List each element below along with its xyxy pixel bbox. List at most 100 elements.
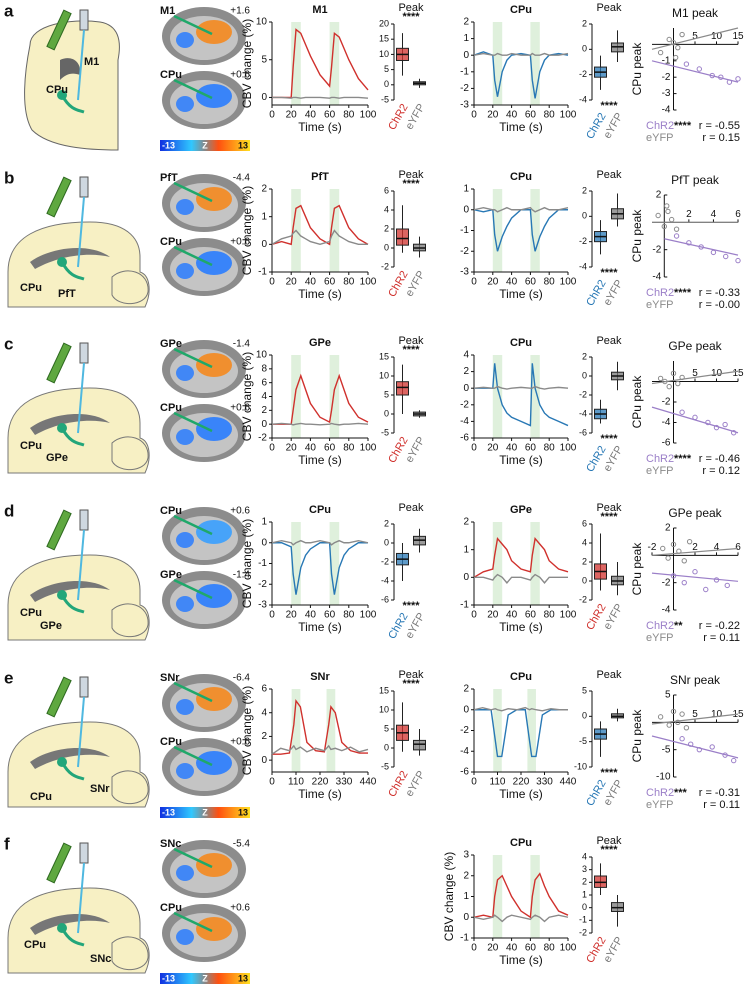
- y-tick-label: -5: [381, 761, 389, 771]
- stimulus-window: [492, 355, 503, 438]
- colorbar-low: -13: [162, 140, 175, 150]
- point: [657, 714, 664, 720]
- fit-line: [651, 60, 739, 83]
- point: [731, 757, 737, 764]
- coordinate: +0.6: [230, 903, 250, 914]
- point: [681, 558, 687, 564]
- region-label: SNc: [160, 838, 181, 850]
- x-tick-label: 0: [471, 777, 477, 788]
- y-tick-label: -1: [662, 55, 671, 66]
- y-tick-label: 1: [463, 184, 469, 195]
- activation: [176, 365, 194, 381]
- y-tick-label: -2: [381, 261, 389, 271]
- chart-title: GPe: [510, 504, 532, 516]
- axes: [271, 522, 368, 606]
- y-tick-label: 5: [665, 690, 671, 701]
- y-tick-label: -5: [381, 94, 389, 104]
- projection: [60, 94, 85, 114]
- region-label: GPe: [160, 569, 182, 581]
- region-label: CPu: [46, 84, 68, 96]
- point: [661, 223, 667, 230]
- x-tick-label: 0: [471, 443, 477, 454]
- y-tick-label: 2: [261, 405, 267, 416]
- y-tick-label: 3: [582, 864, 587, 874]
- syringe: [46, 176, 72, 218]
- y-tick-label: 0: [463, 204, 469, 215]
- significance: ****: [402, 11, 420, 23]
- significance: ****: [600, 267, 618, 279]
- activation: [196, 751, 232, 775]
- x-tick-label: 0: [269, 443, 275, 454]
- region-label: CPu: [20, 440, 42, 452]
- x-tick-label: 80: [343, 110, 355, 121]
- trace: [272, 28, 369, 99]
- ventricle: [30, 413, 110, 435]
- colorbar-mid: Z: [202, 140, 208, 150]
- y-tick-label: 10: [256, 17, 268, 28]
- trace: [271, 422, 369, 426]
- y-tick-label: 5: [261, 54, 267, 65]
- y-tick-label: 1: [463, 544, 469, 555]
- x-tick-label: 60: [324, 110, 336, 121]
- axes: [473, 522, 568, 606]
- legend-name: ChR2: [646, 620, 674, 632]
- x-tick-label: 6: [735, 209, 741, 220]
- activation: [176, 429, 194, 445]
- correlation: r = 0.11: [703, 632, 740, 644]
- chart-title: GPe: [309, 337, 331, 349]
- region-label: GPe: [40, 620, 62, 632]
- x-tick-label: 40: [305, 443, 317, 454]
- colorbar: [160, 807, 250, 818]
- optic-fiber: [77, 696, 85, 768]
- x-tick-label: 100: [560, 443, 577, 454]
- legend-name: ChR2: [646, 120, 674, 132]
- x-tick-label: 220: [312, 777, 329, 788]
- region-label: CPu: [24, 939, 46, 951]
- axes: [473, 22, 568, 106]
- coordinate: +0.6: [230, 70, 250, 81]
- x-tick-label: 80: [544, 110, 556, 121]
- point: [681, 579, 687, 586]
- fiber-holder: [79, 9, 89, 31]
- correlation: r = -0.33: [699, 287, 740, 299]
- x-tick-label: 40: [506, 110, 518, 121]
- x-tick-label: 100: [360, 610, 377, 621]
- stimulus-window: [527, 689, 536, 772]
- x-tick-label: 40: [506, 443, 518, 454]
- activation: [176, 532, 194, 548]
- colorbar-mid: Z: [202, 807, 208, 817]
- y-tick-label: 4: [261, 391, 267, 402]
- point: [657, 49, 664, 56]
- point: [724, 582, 730, 589]
- x-tick-label: 0: [471, 110, 477, 121]
- y-tick-label: -1: [258, 558, 267, 569]
- significance: ****: [600, 511, 618, 523]
- y-tick-label: -2: [579, 69, 587, 79]
- y-tick-label: 2: [384, 223, 389, 233]
- y-tick-label: 6: [582, 518, 587, 528]
- y-tick-label: 0: [463, 383, 469, 394]
- syringe: [46, 842, 72, 884]
- arrow: [173, 911, 213, 933]
- point: [686, 538, 693, 545]
- chart-title: Peak: [398, 169, 424, 181]
- region-label: GPe: [160, 338, 182, 350]
- brain-outline: [24, 20, 120, 151]
- y-tick-label: 15: [379, 34, 389, 44]
- point: [709, 744, 715, 750]
- point: [686, 240, 692, 246]
- y-tick-label: 0: [463, 704, 469, 715]
- coordinate: +0.6: [230, 403, 250, 414]
- activation: [176, 699, 194, 715]
- schematic: [7, 842, 150, 974]
- y-tick-label: 2: [656, 190, 662, 201]
- y-tick-label: 2: [261, 731, 267, 742]
- y-tick-label: -4: [579, 261, 587, 271]
- region-label: CPu: [160, 69, 182, 81]
- trace: [272, 373, 369, 425]
- significance: ****: [402, 678, 420, 690]
- x-tick-label: 80: [343, 443, 355, 454]
- point: [670, 370, 677, 376]
- x-tick-label: 100: [360, 277, 377, 288]
- trace: [473, 52, 569, 56]
